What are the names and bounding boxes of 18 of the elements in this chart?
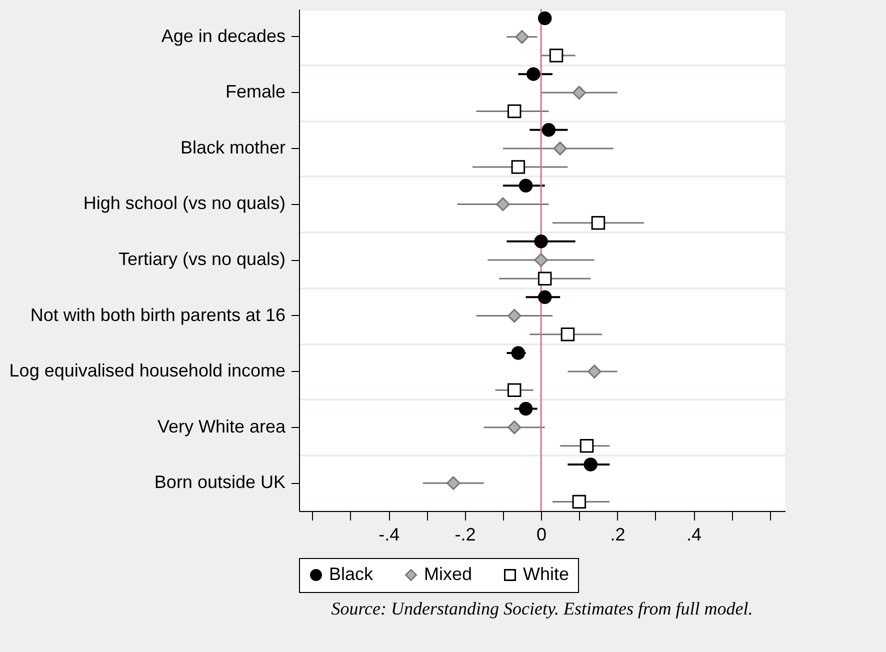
y-tick-label: Female — [225, 82, 286, 102]
y-tick-label: Not with both birth parents at 16 — [30, 304, 286, 325]
x-tick-label: .2 — [610, 524, 626, 544]
y-tick-label: High school (vs no quals) — [83, 193, 286, 214]
legend-label: Mixed — [424, 564, 472, 584]
y-tick-label: Tertiary (vs no quals) — [118, 249, 286, 269]
y-tick-label: Age in decades — [161, 26, 286, 46]
y-tick-label: Born outside UK — [154, 472, 286, 492]
legend-label: White — [523, 564, 570, 584]
x-tick-label: -.4 — [378, 524, 400, 544]
y-tick-label: Very White area — [157, 416, 286, 436]
y-tick-label: Log equivalised household income — [9, 360, 286, 381]
legend-label: Black — [329, 564, 374, 584]
source-note: Source: Understanding Society. Estimates from full model. — [331, 598, 753, 618]
y-tick-label: Black mother — [180, 137, 286, 158]
x-tick-label: .4 — [686, 524, 702, 544]
x-tick-label: 0 — [536, 524, 547, 544]
x-tick-label: -.2 — [454, 524, 476, 544]
